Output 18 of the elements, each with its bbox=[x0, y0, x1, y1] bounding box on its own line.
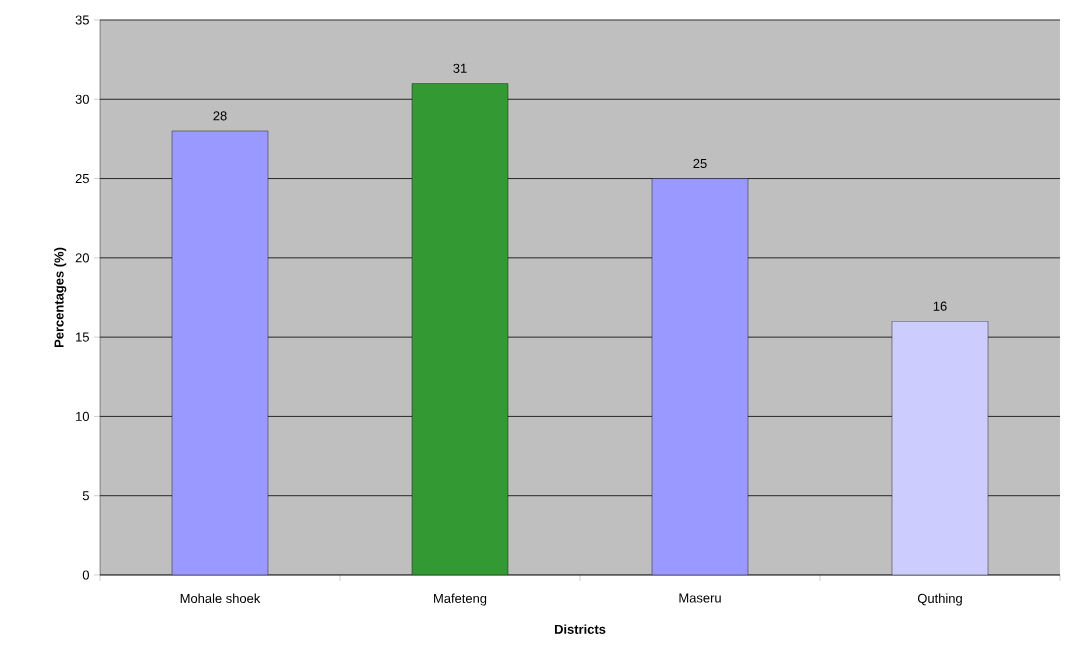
data-label: 28 bbox=[213, 111, 227, 121]
x-tick-label: Maseru bbox=[679, 593, 721, 603]
y-tick-label: 30 bbox=[75, 94, 89, 104]
y-tick-label: 25 bbox=[75, 173, 89, 184]
y-axis-title: Percentages (%) bbox=[54, 247, 67, 348]
y-tick-label: 15 bbox=[76, 332, 89, 342]
data-label: 16 bbox=[933, 301, 947, 311]
data-label: 25 bbox=[693, 158, 707, 169]
y-tick-label: 20 bbox=[75, 253, 89, 263]
data-label: 31 bbox=[453, 63, 467, 73]
x-tick-label: Quthing bbox=[917, 593, 962, 606]
x-tick-label: Mafeteng bbox=[434, 593, 487, 606]
y-tick-label: 5 bbox=[82, 491, 89, 501]
y-tick-label: 10 bbox=[76, 411, 89, 421]
x-axis-title: Districts bbox=[554, 624, 606, 634]
x-tick-label: Mohale shoek bbox=[180, 593, 261, 604]
y-tick-label: 35 bbox=[75, 15, 89, 25]
y-tick-label: 0 bbox=[82, 570, 89, 580]
